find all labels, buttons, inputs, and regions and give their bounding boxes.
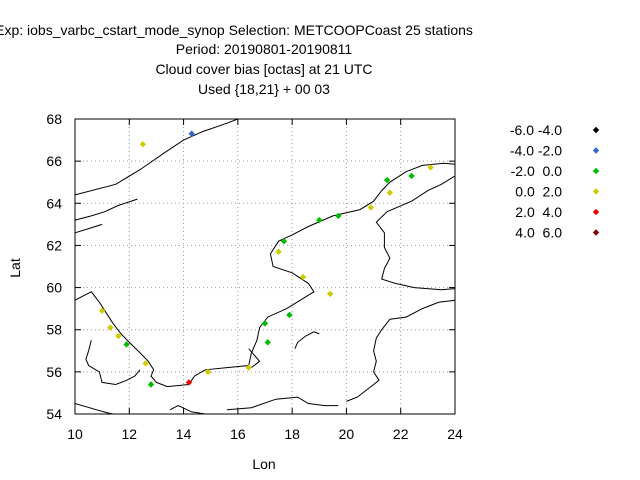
title-line-3: Cloud cover bias [octas] at 21 UTC	[155, 61, 372, 77]
legend-label: 2.0 4.0	[511, 204, 562, 220]
station-point	[286, 311, 293, 319]
station-point	[139, 141, 147, 148]
station-point	[107, 324, 114, 331]
x-tick-label: 24	[447, 426, 463, 442]
chart-title: Exp: iobs_varbc_cstart_mode_synop Select…	[0, 22, 473, 97]
station-point	[326, 290, 334, 298]
station-point	[185, 379, 193, 386]
x-tick-label: 18	[284, 426, 300, 442]
legend-label: -4.0 -2.0	[510, 143, 562, 159]
y-tick-label: 64	[46, 195, 62, 211]
station-point	[383, 176, 391, 184]
y-tick-label: 54	[46, 406, 62, 422]
x-tick-label: 22	[393, 426, 409, 442]
y-tick-label: 62	[46, 237, 62, 253]
legend-marker	[592, 208, 600, 216]
x-tick-label: 14	[176, 426, 192, 442]
coastline	[248, 348, 261, 368]
coastline	[74, 118, 239, 196]
station-point	[335, 212, 342, 220]
legend-marker	[592, 167, 600, 175]
station-point	[261, 320, 269, 327]
station-point	[147, 381, 155, 388]
station-point	[98, 307, 106, 314]
x-axis-label: Lon	[252, 456, 275, 472]
coastline	[74, 162, 456, 388]
legend-marker	[592, 229, 600, 236]
legend: -6.0 -4.0 -4.0 -2.0 -2.0 0.0 0.0 2.0 2.0 4…	[510, 122, 600, 241]
coastline	[294, 331, 320, 349]
y-tick-label: 66	[46, 153, 62, 169]
coastline	[74, 403, 114, 415]
x-tick-label: 12	[121, 426, 137, 442]
plot-frame	[74, 118, 456, 415]
legend-marker	[592, 188, 600, 195]
y-axis-label: Lat	[7, 258, 23, 278]
title-line-2: Period: 20190801-20190811	[176, 41, 353, 57]
legend-label: 0.0 2.0	[511, 184, 562, 200]
station-point	[264, 339, 271, 346]
grid-lines	[75, 119, 455, 414]
station-point	[188, 130, 195, 137]
y-tick-label: 58	[46, 322, 62, 338]
station-point	[367, 204, 375, 211]
title-line-1: Exp: iobs_varbc_cstart_mode_synop Select…	[0, 22, 473, 38]
coastline	[85, 340, 141, 386]
axis-ticks: 10 12 14 16 18 20 22 24 54 56 58 60 62 64 66 68	[46, 111, 463, 442]
station-point	[316, 216, 323, 224]
coastline	[74, 198, 138, 221]
station-point	[245, 364, 252, 371]
station-point	[115, 332, 122, 340]
y-tick-label: 68	[46, 111, 62, 127]
station-points	[98, 130, 434, 388]
x-tick-label: 16	[230, 426, 246, 442]
x-tick-label: 20	[339, 426, 355, 442]
coastlines	[74, 118, 456, 415]
station-point	[386, 189, 394, 196]
coastline	[169, 405, 206, 415]
y-tick-label: 60	[46, 280, 62, 296]
station-point	[280, 238, 288, 245]
station-point	[204, 368, 212, 376]
legend-marker	[592, 147, 600, 154]
x-tick-label: 10	[67, 426, 83, 442]
station-point	[408, 172, 415, 180]
legend-marker	[592, 126, 600, 134]
coastline	[74, 223, 103, 234]
station-point	[299, 273, 307, 281]
y-tick-label: 56	[46, 364, 62, 380]
station-point	[275, 248, 282, 255]
station-point	[142, 360, 149, 367]
coastline	[346, 299, 456, 402]
legend-label: -2.0 0.0	[511, 163, 563, 179]
coastline	[375, 175, 456, 291]
legend-label: -6.0 -4.0	[510, 122, 562, 138]
coastline	[226, 396, 339, 411]
title-line-4: Used {18,21} + 00 03	[198, 81, 330, 97]
station-point	[123, 341, 130, 348]
station-point	[427, 164, 434, 171]
legend-label: 4.0 6.0	[511, 225, 562, 241]
